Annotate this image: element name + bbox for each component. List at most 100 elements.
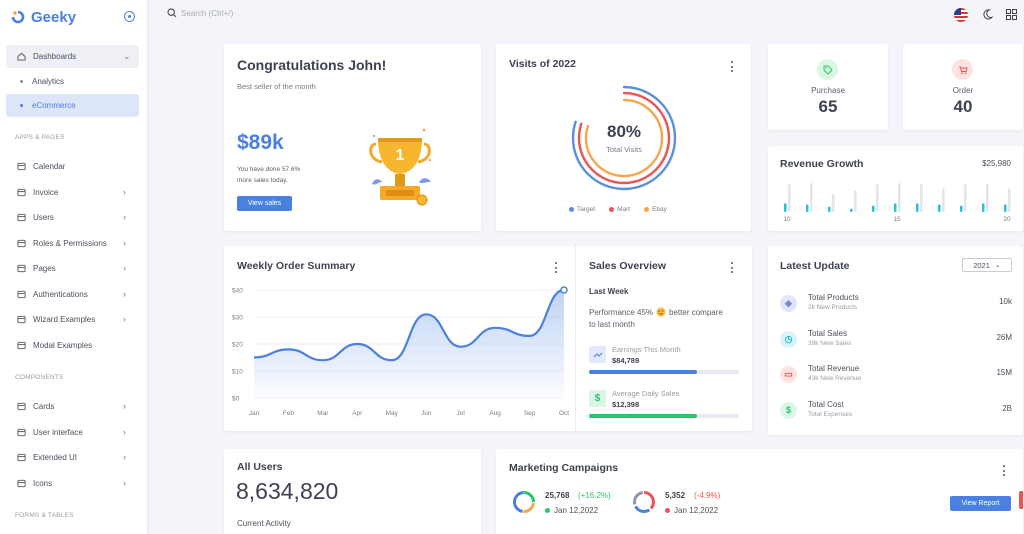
moon-icon[interactable] — [982, 9, 993, 20]
chevron-right-icon: › — [123, 186, 126, 197]
weekly-last-point[interactable] — [560, 286, 568, 294]
campaign-1-date: Jan 12,2022 — [554, 506, 599, 515]
search-icon — [167, 8, 177, 18]
sidebar-item-label: User interface — [33, 427, 83, 437]
revenue-bar — [828, 206, 831, 212]
x-tick-label: Jul — [457, 410, 466, 417]
customizer-tab[interactable] — [1019, 491, 1023, 509]
sidebar-item-users[interactable]: Users › — [6, 206, 139, 229]
x-tick-label: May — [386, 410, 399, 417]
sidebar-item-user-interface[interactable]: User interface › — [6, 421, 139, 444]
sidebar-item-calendar[interactable]: Calendar — [6, 155, 139, 178]
legend-item-ebay: Ebay — [644, 206, 667, 213]
view-report-button[interactable]: View Report — [950, 496, 1011, 511]
latest-item-name: Total Sales — [808, 328, 848, 338]
sidebar-item-roles-permissions[interactable]: Roles & Permissions › — [6, 232, 139, 255]
sidebar-item-wizard-examples[interactable]: Wizard Examples › — [6, 308, 139, 331]
sidebar-item-extended-ui[interactable]: Extended UI › — [6, 446, 139, 469]
latest-item-name: Total Products — [808, 293, 859, 302]
sidebar-item-label: Icons — [33, 478, 53, 488]
sidebar-item-authentications[interactable]: Authentications › — [6, 283, 139, 306]
revenue-bar-bg — [942, 188, 945, 212]
congrats-amount: $89k — [237, 131, 284, 154]
latest-item-value: 2B — [1002, 403, 1012, 413]
chevron-right-icon: › — [123, 452, 126, 462]
marketing-card: Marketing Campaigns 25,768 (+16.2%) Jan … — [496, 449, 1023, 534]
more-icon[interactable] — [1003, 465, 1006, 476]
more-icon[interactable] — [731, 61, 734, 72]
campaign-donut-1 — [513, 491, 535, 513]
legend-label: Mart — [617, 206, 631, 213]
revenue-tick-label: 10 — [783, 216, 791, 223]
earnings-progress-track — [589, 370, 739, 374]
latest-item-value: 15M — [996, 368, 1012, 377]
brand[interactable]: Geeky — [10, 6, 76, 28]
order-card: Order 40 — [903, 44, 1023, 130]
campaign-donut-2 — [633, 491, 655, 513]
dollar-icon: $ — [780, 401, 797, 419]
sidebar-item-icons[interactable]: Icons › — [6, 472, 139, 495]
more-icon[interactable] — [731, 262, 734, 273]
collapse-toggle-icon[interactable] — [124, 11, 135, 22]
y-tick-label: $10 — [232, 369, 243, 376]
sidebar-item-analytics[interactable]: Analytics — [6, 70, 139, 93]
search-input[interactable]: Search (Ctrl+/) — [181, 8, 234, 18]
performance-text: Performance 45% — [589, 307, 654, 317]
extended-icon — [17, 453, 26, 462]
more-icon[interactable] — [555, 262, 558, 273]
all-users-title: All Users — [237, 461, 283, 473]
avg-sales-progress-fill — [589, 414, 697, 418]
latest-item-value: 26M — [996, 332, 1012, 342]
x-tick-label: Mar — [317, 410, 329, 417]
visits-radial-chart — [571, 85, 677, 191]
revenue-bar-bg — [898, 183, 901, 212]
bullet-icon — [20, 80, 23, 83]
wizard-icon — [17, 315, 26, 324]
congrats-note-2: more sales today. — [237, 177, 288, 184]
earnings-value: $84,789 — [612, 356, 640, 365]
revenue-total: $25,980 — [982, 159, 1011, 168]
revenue-title: Revenue Growth — [780, 158, 864, 170]
revenue-bar — [916, 203, 919, 212]
campaign-1-change: (+16.2%) — [578, 491, 611, 500]
revenue-bar — [982, 203, 985, 212]
congrats-note-1: You have done 57.6% — [237, 166, 301, 173]
purchase-label: Purchase — [811, 86, 845, 95]
trending-icon — [589, 346, 606, 363]
brand-name: Geeky — [31, 8, 77, 26]
sidebar-item-ecommerce[interactable]: eCommerce — [6, 94, 139, 117]
card-icon: ▭ — [780, 366, 797, 383]
modal-icon — [17, 341, 26, 350]
legend-item-target: Target — [569, 206, 595, 213]
chevron-right-icon: › — [123, 288, 126, 299]
us-flag-icon[interactable] — [954, 8, 968, 22]
all-users-value: 8,634,820 — [236, 478, 339, 504]
section-apps-pages: APPS & PAGES — [15, 134, 65, 141]
latest-item-sub: 43k New Revenue — [808, 375, 862, 382]
icons-icon — [17, 479, 26, 488]
shield-icon — [17, 239, 26, 248]
search-bar[interactable]: Search (Ctrl+/) — [167, 8, 233, 18]
latest-update-title: Latest Update — [780, 260, 850, 272]
latest-item-name: Total Cost — [808, 399, 844, 409]
sidebar-item-dashboards[interactable]: Dashboards ⌄ — [6, 45, 139, 68]
campaign-2-change: (-4.9%) — [694, 491, 721, 500]
sidebar-item-cards[interactable]: Cards › — [6, 395, 139, 418]
section-forms-tables: FORMS & TABLES — [15, 512, 74, 519]
chevron-right-icon: › — [123, 314, 126, 324]
year-select-value: 2021 — [973, 260, 990, 270]
view-sales-button[interactable]: View sales — [237, 196, 292, 211]
year-select[interactable]: 2021 ⌄ — [962, 258, 1012, 272]
performance-text-3: to last month — [589, 320, 635, 329]
sidebar-item-modal-examples[interactable]: Modal Examples — [6, 334, 139, 357]
sidebar-item-label: eCommerce — [32, 101, 76, 110]
visits-title: Visits of 2022 — [509, 58, 576, 70]
visits-label: Total Visits — [606, 145, 642, 154]
earnings-label: Earnings This Month — [612, 345, 681, 354]
grid-icon[interactable] — [1006, 9, 1017, 20]
sidebar-item-label: Cards — [33, 402, 55, 411]
campaign-2-date: Jan 12,2022 — [674, 506, 719, 515]
divider — [575, 246, 576, 431]
sidebar-item-pages[interactable]: Pages › — [6, 257, 139, 280]
sidebar-item-invoice[interactable]: Invoice › — [6, 181, 139, 204]
